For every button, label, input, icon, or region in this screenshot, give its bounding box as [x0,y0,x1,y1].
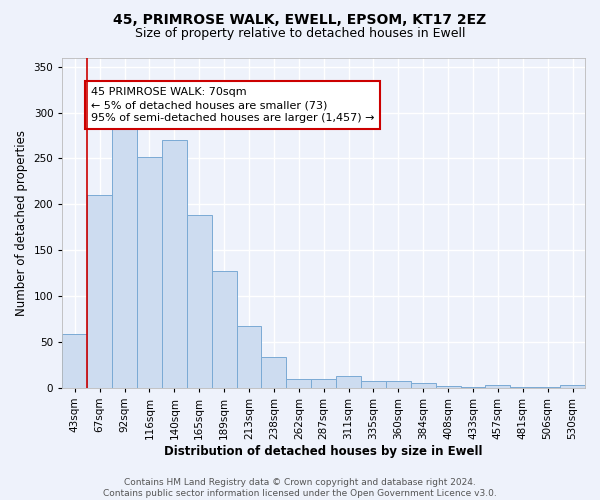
Bar [535,387,560,388]
Bar [336,376,361,388]
Bar [112,128,137,388]
Bar [212,272,236,388]
Bar [286,378,311,388]
Text: 45, PRIMROSE WALK, EWELL, EPSOM, KT17 2EZ: 45, PRIMROSE WALK, EWELL, EPSOM, KT17 2E… [113,12,487,26]
Bar [361,382,386,388]
Bar [436,386,461,388]
Bar [386,382,411,388]
Y-axis label: Number of detached properties: Number of detached properties [15,130,28,316]
X-axis label: Distribution of detached houses by size in Ewell: Distribution of detached houses by size … [164,444,483,458]
Bar [461,387,485,388]
Bar [262,356,286,388]
Bar [187,216,212,388]
Bar [560,385,585,388]
Text: Contains HM Land Registry data © Crown copyright and database right 2024.
Contai: Contains HM Land Registry data © Crown c… [103,478,497,498]
Bar [162,140,187,388]
Bar [62,334,87,388]
Bar [511,387,535,388]
Text: 45 PRIMROSE WALK: 70sqm
← 5% of detached houses are smaller (73)
95% of semi-det: 45 PRIMROSE WALK: 70sqm ← 5% of detached… [91,87,374,124]
Bar [485,385,511,388]
Text: Size of property relative to detached houses in Ewell: Size of property relative to detached ho… [135,28,465,40]
Bar [137,156,162,388]
Bar [236,326,262,388]
Bar [87,195,112,388]
Bar [411,383,436,388]
Bar [311,378,336,388]
